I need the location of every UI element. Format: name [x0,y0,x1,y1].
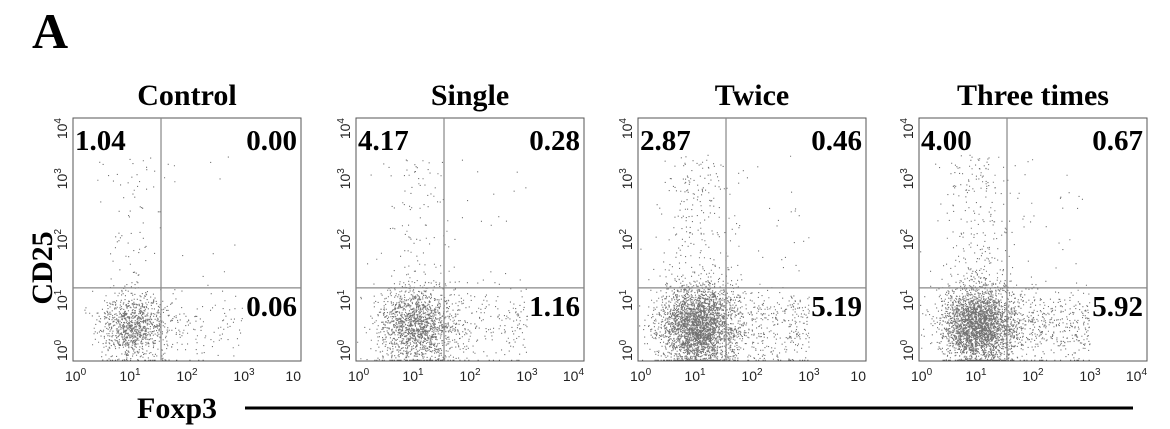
quadrant-upper-right: 0.67 [1092,125,1143,157]
y-tick-label: 102 [899,228,916,250]
y-tick-label: 104 [899,118,916,140]
x-tick-label: 102 [741,367,763,384]
x-tick-label: 103 [233,367,255,384]
quadrant-upper-right: 0.00 [246,125,297,157]
y-tick-label: 103 [53,168,70,190]
plot-panel: Twice 2.87 0.46 5.19 100 101 102 103 10 100 101 102… [618,79,867,384]
y-tick-label: 103 [618,168,635,190]
x-tick-label: 104 [563,367,585,384]
quadrant-upper-left: 1.04 [75,125,126,157]
panel-title: Three times [957,79,1109,112]
y-tick-label: 101 [899,289,916,311]
x-tick-label: 102 [459,367,481,384]
x-tick-label: 100 [911,367,933,384]
panel-title: Twice [715,79,789,112]
y-tick-label: 101 [53,289,70,311]
x-tick-label: 10 [285,368,301,384]
x-tick-label: 101 [119,367,141,384]
y-tick-label: 100 [53,339,70,361]
event-dots [84,156,243,361]
x-tick-label: 100 [348,367,370,384]
quadrant-lower-right: 1.16 [529,291,580,323]
x-tick-label: 102 [176,367,198,384]
y-tick-label: 102 [336,228,353,250]
y-tick-label: 104 [53,118,70,140]
x-axis-label: Foxp3 [137,392,217,425]
quadrant-upper-right: 0.46 [811,125,862,157]
x-tick-label: 101 [402,367,424,384]
x-tick-label: 100 [630,367,652,384]
x-tick-label: 100 [65,367,87,384]
y-axis-label: CD25 [26,231,59,304]
quadrant-upper-right: 0.28 [529,125,580,157]
quadrant-upper-left: 2.87 [640,125,691,157]
y-tick-label: 100 [618,339,635,361]
quadrant-lower-right: 5.19 [811,291,862,323]
x-tick-label: 103 [798,367,820,384]
x-tick-label: 10 [850,368,866,384]
y-tick-label: 104 [618,118,635,140]
panel-title: Single [431,79,509,112]
y-tick-label: 103 [899,168,916,190]
y-tick-label: 101 [618,289,635,311]
y-tick-label: 101 [336,289,353,311]
y-tick-label: 102 [618,228,635,250]
quadrant-lower-right: 5.92 [1092,291,1143,323]
x-tick-label: 101 [965,367,987,384]
plot-panel: Control 1.04 0.00 0.06 100 101 102 103 10 100 101 1… [53,79,302,384]
plot-panels: Control 1.04 0.00 0.06 100 101 102 103 10 100 101 1… [53,79,1148,384]
event-dots [639,154,810,361]
quadrant-lower-right: 0.06 [246,291,297,323]
y-tick-label: 100 [899,339,916,361]
x-tick-label: 103 [516,367,538,384]
x-tick-label: 104 [1126,367,1148,384]
quadrant-upper-left: 4.00 [921,125,972,157]
y-tick-label: 104 [336,118,353,140]
quadrant-upper-left: 4.17 [358,125,409,157]
y-tick-label: 103 [336,168,353,190]
x-tick-label: 103 [1079,367,1101,384]
panel-title: Control [137,79,236,112]
y-tick-label: 100 [336,339,353,361]
y-tick-label: 102 [53,228,70,250]
plot-panel: Single 4.17 0.28 1.16 100 101 102 103 104 100 101 1… [336,79,585,384]
panel-letter: A [32,3,68,59]
plot-frame [72,117,302,362]
x-tick-label: 102 [1022,367,1044,384]
x-tick-label: 101 [684,367,706,384]
plot-panel: Three times 4.00 0.67 5.92 100 101 102 103 104 10… [899,79,1148,384]
